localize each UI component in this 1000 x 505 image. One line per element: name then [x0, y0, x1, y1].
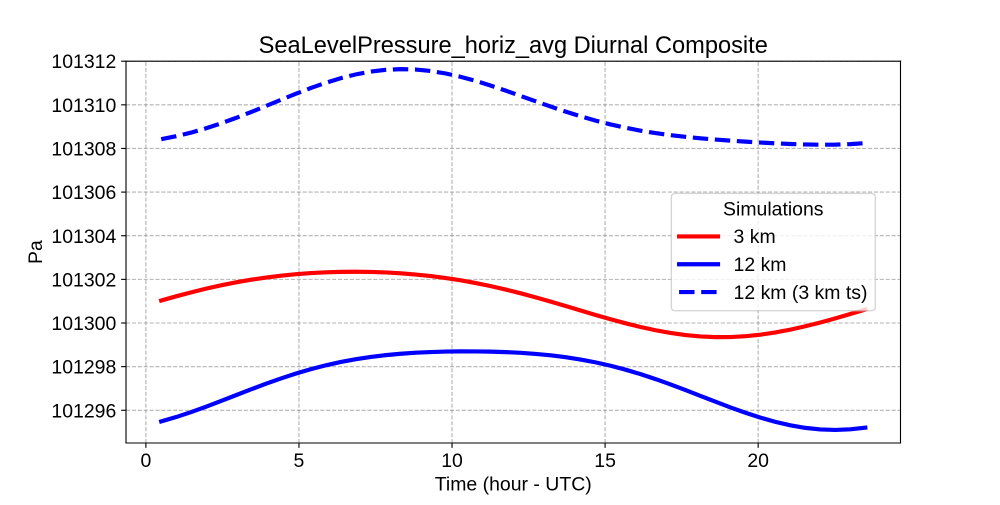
- svg-text:0: 0: [140, 450, 151, 472]
- svg-text:Simulations: Simulations: [723, 198, 824, 220]
- svg-text:101304: 101304: [51, 226, 116, 248]
- svg-text:101308: 101308: [51, 139, 116, 161]
- svg-text:SeaLevelPressure_horiz_avg Diu: SeaLevelPressure_horiz_avg Diurnal Compo…: [259, 33, 768, 59]
- svg-text:20: 20: [747, 450, 769, 472]
- svg-text:Pa: Pa: [25, 240, 47, 264]
- svg-text:101296: 101296: [51, 400, 116, 422]
- svg-text:101300: 101300: [51, 313, 116, 335]
- svg-text:3 km: 3 km: [734, 226, 776, 248]
- svg-text:12 km (3 km ts): 12 km (3 km ts): [734, 282, 868, 304]
- svg-text:101298: 101298: [51, 357, 116, 379]
- svg-text:101310: 101310: [51, 95, 116, 117]
- svg-text:15: 15: [594, 450, 616, 472]
- svg-text:101312: 101312: [51, 51, 116, 73]
- svg-text:10: 10: [441, 450, 463, 472]
- svg-text:Time (hour - UTC): Time (hour - UTC): [435, 473, 592, 495]
- svg-text:101302: 101302: [51, 269, 116, 291]
- svg-text:5: 5: [294, 450, 305, 472]
- svg-text:12 km: 12 km: [734, 254, 787, 276]
- svg-text:101306: 101306: [51, 182, 116, 204]
